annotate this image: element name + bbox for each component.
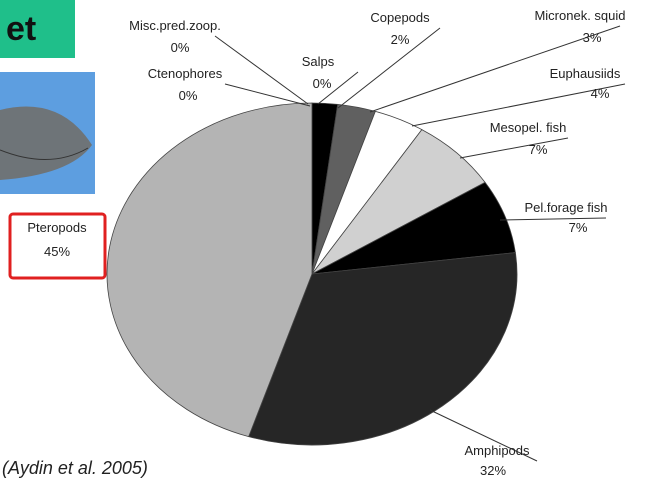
slide-title: et	[6, 10, 36, 48]
pie-slice	[106, 102, 313, 438]
leader-line	[411, 83, 626, 127]
leader-line	[369, 25, 621, 113]
slice-value: 32%	[480, 463, 506, 478]
slice-value: 7%	[569, 220, 588, 235]
leader-line	[499, 217, 607, 221]
title-box	[0, 0, 75, 58]
slice-value: 0%	[171, 40, 190, 55]
fish-mouth	[0, 147, 89, 160]
slice-label: Misc.pred.zoop.	[129, 18, 221, 33]
slice-label: Copepods	[370, 10, 430, 25]
leader-line	[337, 27, 441, 109]
slice-label: Ctenophores	[148, 66, 223, 81]
slice-label: Salps	[302, 54, 335, 69]
pie-slice	[248, 252, 518, 446]
slice-label: Amphipods	[464, 443, 530, 458]
fish-head	[0, 106, 92, 180]
slice-value: 0%	[179, 88, 198, 103]
slice-value: 7%	[529, 142, 548, 157]
leader-line	[429, 409, 538, 462]
slice-label: Euphausiids	[550, 66, 621, 81]
slice-label: Pteropods	[27, 220, 87, 235]
highlight-box	[8, 212, 107, 280]
slice-value: 2%	[391, 32, 410, 47]
fish-image	[0, 72, 95, 194]
slice-label: Micronek. squid	[534, 8, 625, 23]
slice-value: 0%	[313, 76, 332, 91]
leader-line	[317, 71, 359, 105]
leader-line	[459, 137, 569, 159]
leader-line	[214, 35, 309, 105]
leader-line	[224, 83, 311, 107]
slice-label: Mesopel. fish	[490, 120, 567, 135]
slice-value: 3%	[583, 30, 602, 45]
slice-label: Pel.forage fish	[524, 200, 607, 215]
citation: (Aydin et al. 2005)	[2, 458, 148, 478]
slice-value: 45%	[44, 244, 70, 259]
slice-value: 4%	[591, 86, 610, 101]
